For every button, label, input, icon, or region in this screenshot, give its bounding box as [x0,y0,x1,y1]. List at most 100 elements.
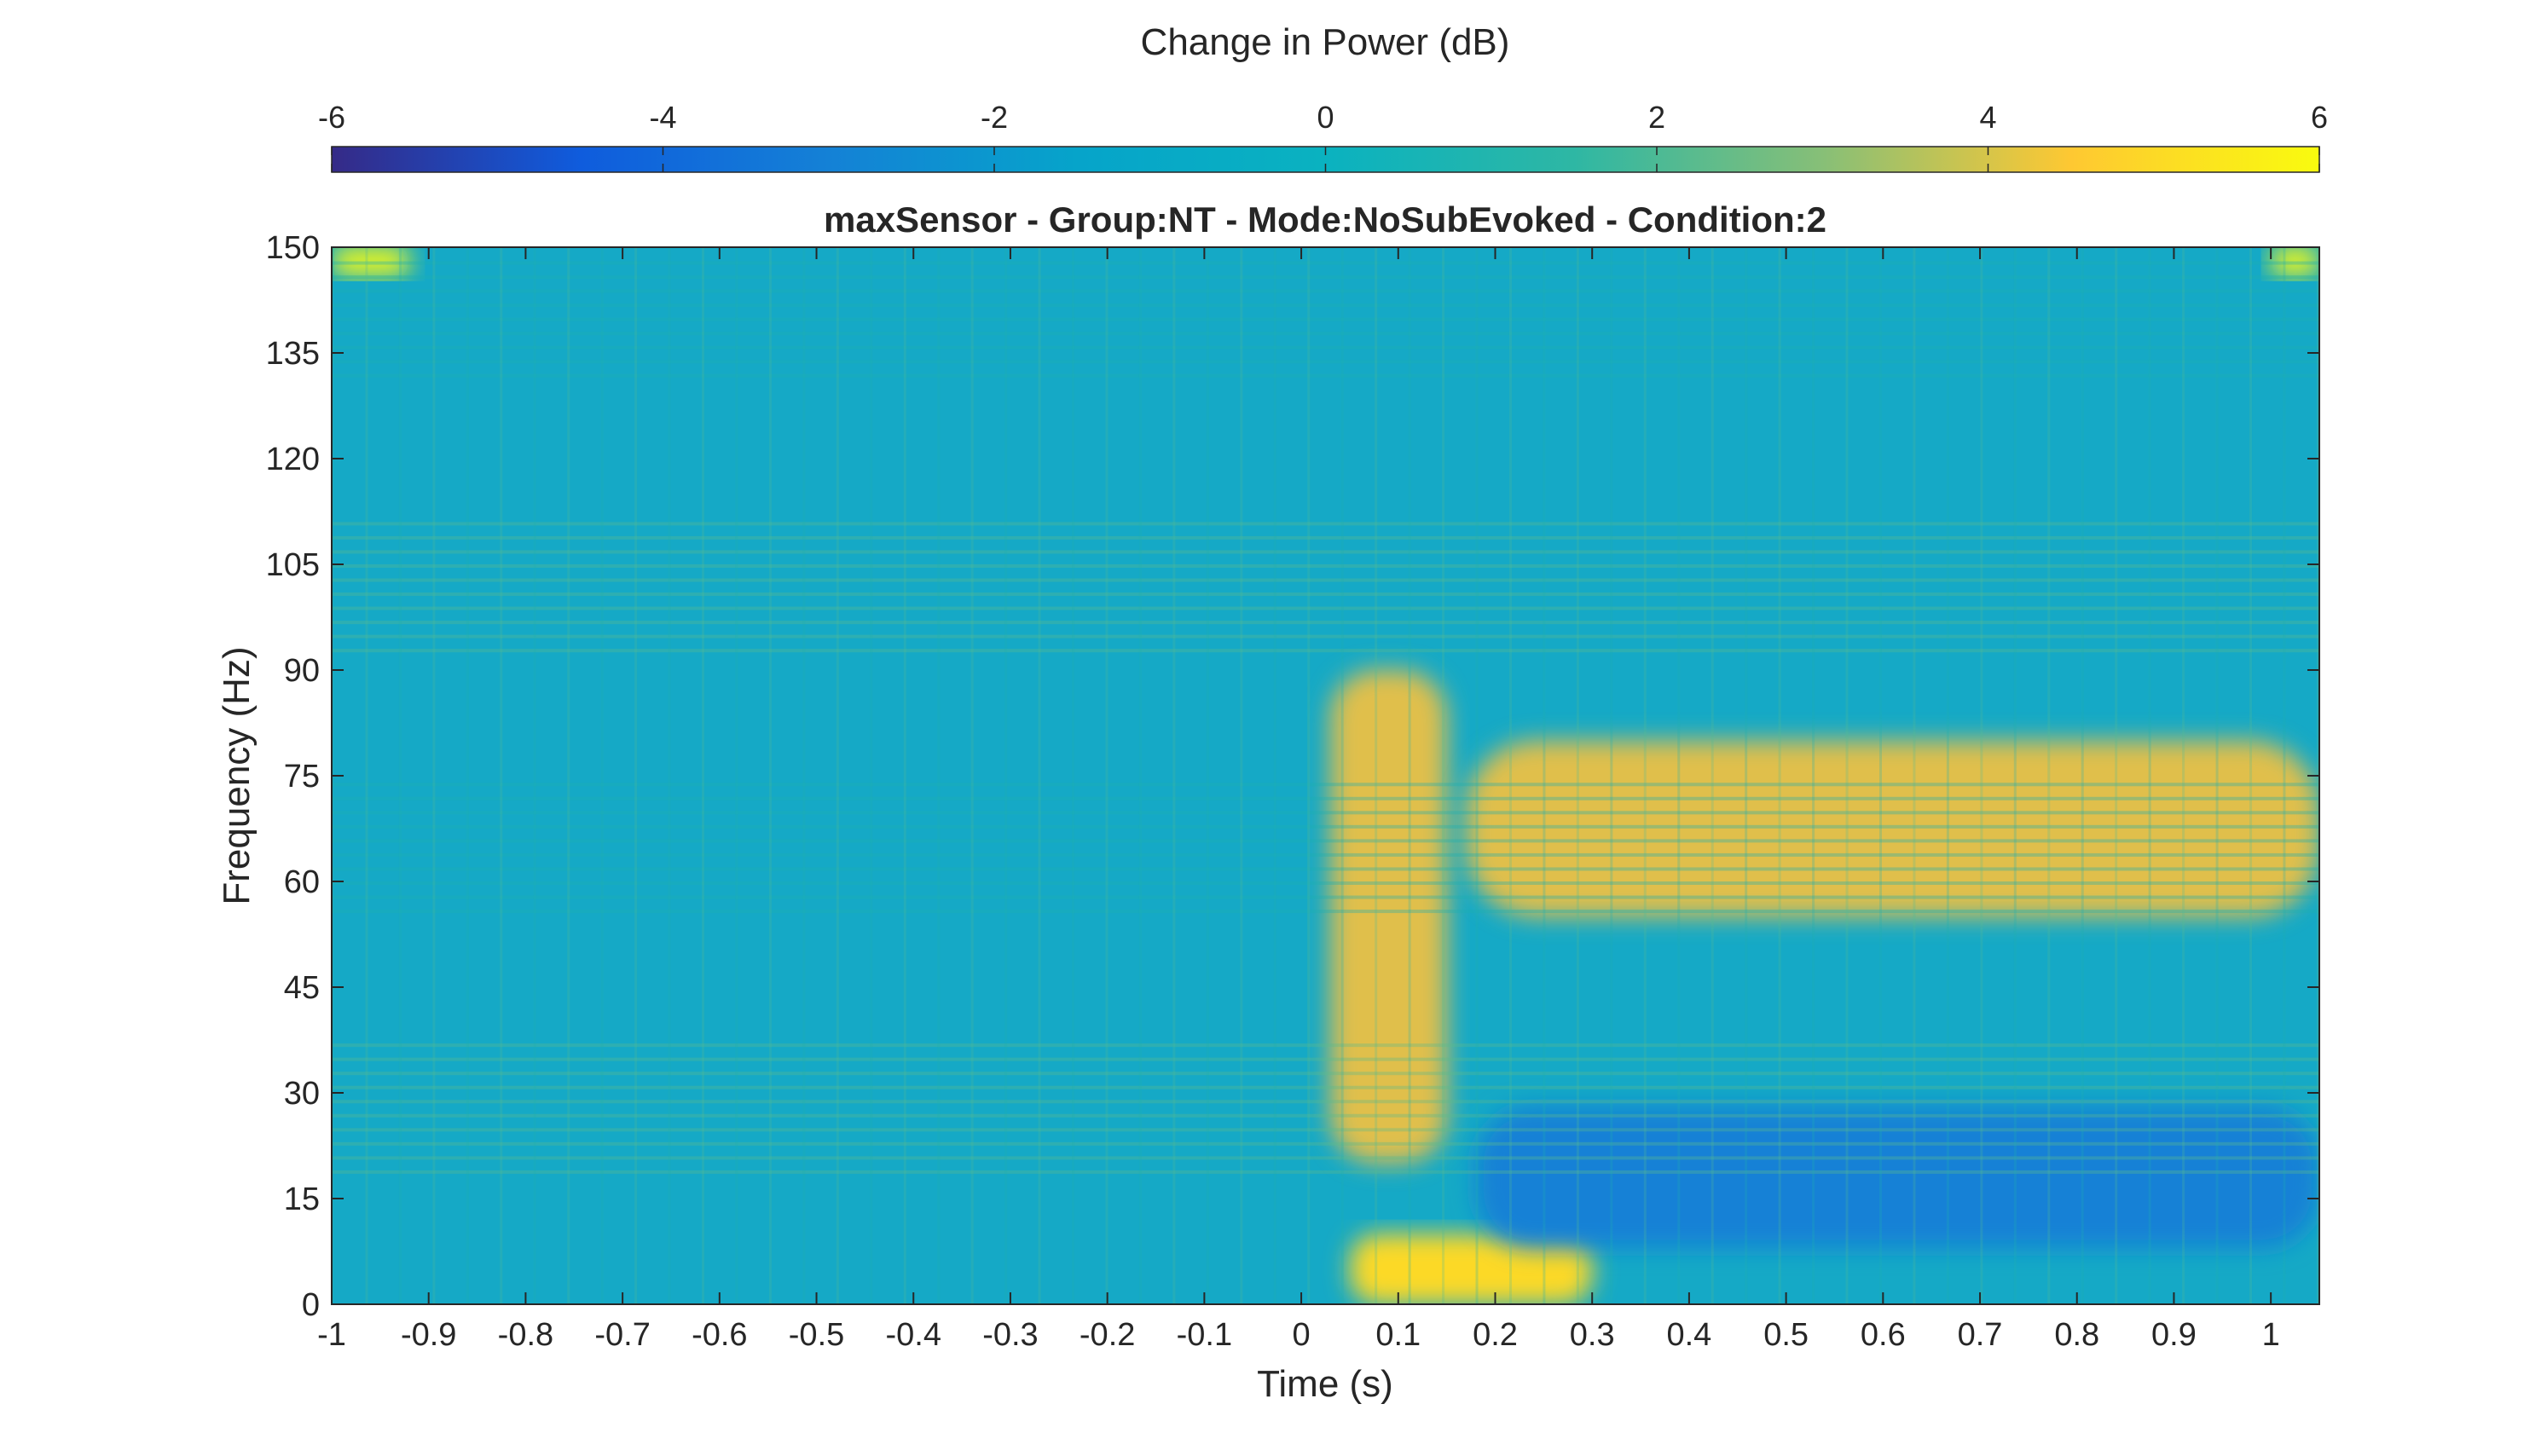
heatmap-texture [332,606,2319,610]
y-tick-label: 105 [266,547,320,583]
heatmap-texture [332,1156,2319,1160]
plot-title: maxSensor - Group:NT - Mode:NoSubEvoked … [824,199,1826,240]
colorbar-tick-label: 6 [2311,100,2328,135]
heatmap-texture [1206,247,1209,1304]
heatmap-texture [466,247,469,1304]
heatmap-texture [332,261,2319,265]
x-tick-label: -0.9 [401,1317,456,1353]
x-tick-label: 0.5 [1763,1317,1809,1353]
heatmap-texture [567,247,570,1304]
heatmap-texture [1845,247,1849,1304]
heatmap-texture [332,1057,2319,1061]
y-tick-label: 120 [266,442,320,477]
heatmap-texture [1307,247,1311,1304]
heatmap-texture [1273,247,1276,1304]
heatmap-texture [1677,247,1681,1304]
x-tick-label: 0.2 [1473,1317,1518,1353]
heatmap-texture [332,345,2319,350]
heatmap-texture [1913,247,1916,1304]
heatmap-texture [1980,247,1983,1304]
heatmap-texture [332,867,2319,871]
heatmap-region [1330,670,1447,1164]
heatmap-texture [332,275,2319,280]
x-tick-label: 0.7 [1958,1317,2003,1353]
heatmap-texture [332,289,2319,293]
heatmap-texture [332,1100,2319,1104]
heatmap-texture [1240,247,1243,1304]
heatmap-texture [332,373,2319,378]
colorbar-tick-label: 2 [1648,100,1665,135]
colorbar: Change in Power (dB) -6 -4 -2 0 2 4 6 [318,21,2328,173]
heatmap-texture [702,247,705,1304]
heatmap-texture [332,881,2319,885]
heatmap-texture [332,634,2319,638]
heatmap-texture [332,535,2319,540]
heatmap-texture [1172,247,1176,1304]
y-axis-label: Frequency (Hz) [216,646,258,904]
heatmap-texture [970,247,974,1304]
x-axis-ticks: -1 -0.9 -0.8 -0.7 -0.6 -0.5 -0.4 -0.3 -0.2 -0.1 0 0… [317,247,2280,1353]
x-tick-label: 0.1 [1375,1317,1421,1353]
colorbar-tick-label: -4 [649,100,676,135]
heatmap-region [2271,247,2319,276]
heatmap-texture [2081,247,2084,1304]
x-tick-label: -0.7 [594,1317,650,1353]
heatmap-texture [365,247,368,1304]
heatmap-texture [332,621,2319,625]
heatmap-texture [2283,247,2286,1304]
heatmap-texture [2249,247,2253,1304]
heatmap-texture [332,1043,2319,1048]
y-axis-ticks: 0 15 30 45 60 75 90 105 120 135 150 [266,230,2319,1323]
colorbar-tick-label: -2 [981,100,1008,135]
y-tick-label: 30 [284,1076,320,1112]
heatmap-texture [903,247,906,1304]
x-tick-label: -0.3 [982,1317,1038,1353]
heatmap-texture [332,811,2319,815]
x-tick-label: -0.6 [692,1317,747,1353]
heatmap-texture [937,247,941,1304]
heatmap-texture [332,852,2319,857]
x-tick-label: 0 [1293,1317,1311,1353]
y-tick-label: 90 [284,653,320,689]
heatmap-texture [1778,247,1781,1304]
heatmap-texture [332,839,2319,843]
heatmap-texture [533,247,536,1304]
heatmap-texture [1105,247,1109,1304]
heatmap-texture [332,360,2319,364]
colorbar-tick-label: 4 [1979,100,1996,135]
heatmap-texture [1072,247,1075,1304]
heatmap-texture [1004,247,1008,1304]
heatmap-texture [432,247,436,1304]
heatmap-region [332,247,409,276]
x-tick-label: -0.8 [498,1317,553,1353]
heatmap-texture [1508,247,1512,1304]
heatmap-texture [2182,247,2185,1304]
x-tick-label: 0.4 [1666,1317,1711,1353]
heatmap-texture [668,247,671,1304]
y-tick-label: 135 [266,336,320,372]
colorbar-tick-label: 0 [1317,100,1334,135]
heatmap-texture [332,1141,2319,1146]
heatmap-texture [332,783,2319,787]
heatmap-region [1475,1106,2319,1248]
heatmap-texture [1610,247,1613,1304]
heatmap-texture [1543,247,1546,1304]
heatmap-texture [332,303,2319,308]
heatmap-texture [2115,247,2118,1304]
heatmap-texture [2148,247,2151,1304]
heatmap-texture [332,910,2319,914]
heatmap-texture [836,247,839,1304]
heatmap-texture [332,1113,2319,1118]
heatmap-texture [1745,247,1748,1304]
heatmap-texture [768,247,772,1304]
y-tick-label: 60 [284,864,320,900]
y-tick-label: 75 [284,759,320,794]
heatmap-texture [332,649,2319,653]
y-tick-label: 150 [266,230,320,266]
x-tick-label: -0.2 [1080,1317,1135,1353]
heatmap-texture [1038,247,1041,1304]
heatmap-texture [332,1128,2319,1132]
heatmap-texture [332,1085,2319,1089]
colorbar-tick-label: -6 [318,100,345,135]
heatmap-texture [802,247,806,1304]
